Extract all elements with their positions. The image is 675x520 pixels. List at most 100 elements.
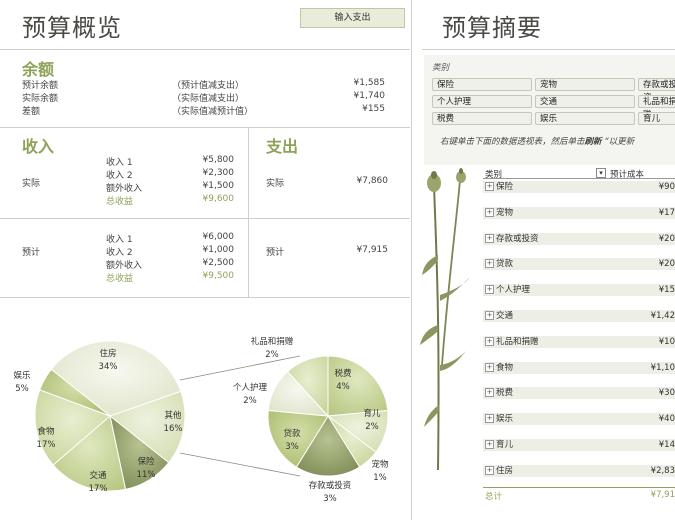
pie-slice — [295, 415, 361, 477]
pie-slice — [267, 409, 329, 468]
expense-heading: 支出 — [266, 137, 299, 156]
pivot-header-rule — [483, 178, 675, 179]
pivot-row[interactable]: + 个人护理 ¥15 — [483, 284, 675, 297]
pie-slice-label: 住房 — [99, 348, 116, 359]
pie-slice — [50, 340, 182, 417]
pivot-row[interactable]: + 育儿 ¥14 — [483, 439, 675, 451]
pie-slice-pct: 4% — [336, 382, 350, 392]
expand-icon[interactable]: + — [485, 233, 494, 243]
pivot-row-value: ¥30 — [658, 388, 675, 399]
pie-slice-label: 食物 — [37, 426, 55, 437]
income-actual-label: 实际 — [22, 179, 41, 189]
plant-illustration — [420, 168, 470, 471]
pivot-row[interactable]: + 贷款 ¥20 — [483, 258, 675, 271]
pie-slice — [286, 355, 329, 418]
pivot-col-category: 类别 — [485, 170, 503, 180]
income-item-value: ¥1,000 — [202, 245, 235, 255]
balance-row-value: ¥1,585 — [353, 78, 386, 88]
pivot-row[interactable]: + 宠物 ¥17 — [483, 206, 675, 219]
pie-slice-pct: 17% — [37, 440, 56, 450]
divider — [0, 127, 410, 128]
expand-icon[interactable]: + — [485, 465, 494, 475]
balance-row-note: （实际值减预计值） — [172, 107, 254, 117]
balance-row-label: 实际余额 — [22, 94, 59, 104]
expand-icon[interactable]: + — [485, 388, 494, 398]
expand-icon[interactable]: + — [485, 285, 494, 295]
expand-icon[interactable]: + — [485, 414, 494, 424]
pivot-row-value: ¥20 — [658, 259, 675, 270]
slicer-item-personal-care[interactable]: 个人护理 — [432, 95, 532, 108]
pivot-row-label: 育儿 — [496, 440, 514, 450]
income-item-label: 收入 1 — [106, 158, 133, 168]
slicer-item-transport[interactable]: 交通 — [535, 95, 635, 108]
pivot-row-label: 贷款 — [496, 259, 514, 270]
refresh-hint-emph: 刷新 — [584, 137, 602, 147]
slicer-item-pets[interactable]: 宠物 — [535, 78, 635, 91]
expense-actual-value: ¥7,860 — [356, 176, 389, 186]
slicer-item-taxes[interactable]: 税费 — [432, 112, 532, 125]
pie-slice-pct: 17% — [89, 484, 108, 494]
pivot-row-label: 礼品和捐赠 — [496, 336, 539, 347]
pivot-row-label: 住房 — [496, 465, 514, 476]
pivot-row[interactable]: + 食物 ¥1,10 — [483, 361, 675, 374]
pivot-row-label: 宠物 — [496, 207, 514, 218]
pie-connector-line — [179, 355, 301, 381]
balance-row-note: （实际值减支出） — [172, 94, 245, 104]
expand-icon[interactable]: + — [485, 182, 494, 191]
pivot-row[interactable]: + 交通 ¥1,42 — [483, 310, 675, 322]
income-item-label: 收入 2 — [106, 171, 133, 181]
pie-slice-label: 税费 — [334, 368, 352, 379]
pivot-row-label: 食物 — [496, 362, 514, 373]
pie-slice-label: 宠物 — [371, 459, 389, 470]
balance-row-value: ¥155 — [362, 104, 385, 114]
divider — [0, 218, 410, 219]
divider — [422, 49, 675, 50]
pivot-row[interactable]: + 存款或投资 ¥20 — [483, 232, 675, 245]
pivot-row[interactable]: + 保险 ¥90 — [483, 181, 675, 193]
expand-icon[interactable]: + — [485, 336, 494, 346]
income-total-value: ¥9,600 — [202, 194, 235, 204]
expand-icon[interactable]: + — [485, 311, 494, 320]
pivot-row-label: 税费 — [496, 388, 514, 399]
pie-slice-pct: 2% — [265, 350, 279, 360]
pie-slice-label: 礼品和捐赠 — [251, 336, 294, 347]
pie-slice-label: 其他 — [164, 410, 182, 421]
refresh-hint: 右键单击下面的数据透视表，然后单击刷新 “以更新 — [440, 137, 635, 147]
pivot-row[interactable]: + 税费 ¥30 — [483, 387, 675, 400]
pie-slice-pct: 3% — [323, 494, 337, 504]
expense-projected-label: 预计 — [266, 248, 285, 258]
expand-icon[interactable]: + — [485, 362, 494, 372]
expense-actual-label: 实际 — [266, 179, 285, 189]
balance-row-note: （预计值减支出） — [172, 81, 245, 91]
pivot-row-value: ¥10 — [658, 336, 675, 347]
income-total-value: ¥9,500 — [202, 271, 235, 281]
pivot-row[interactable]: + 礼品和捐赠 ¥10 — [483, 335, 675, 348]
pivot-col-cost: 预计成本 — [610, 170, 645, 180]
income-item-value: ¥2,500 — [202, 258, 235, 268]
pie-slice — [34, 389, 111, 466]
expand-icon[interactable]: + — [485, 207, 494, 217]
pivot-row-value: ¥15 — [658, 285, 675, 296]
pivot-row[interactable]: + 住房 ¥2,83 — [483, 464, 675, 477]
input-expense-button[interactable]: 输入支出 — [300, 8, 405, 28]
pivot-row-value: ¥40 — [658, 414, 675, 425]
pivot-row[interactable]: + 娱乐 ¥40 — [483, 413, 675, 426]
slicer-item-insurance[interactable]: 保险 — [432, 78, 532, 91]
pivot-row-label: 保险 — [496, 182, 514, 192]
slicer-item-childcare[interactable]: 育儿 — [638, 112, 675, 125]
slicer-item-gifts[interactable]: 礼品和捐赠 — [638, 95, 675, 120]
pivot-filter-dropdown-icon[interactable]: ▾ — [596, 168, 606, 178]
pie-slice — [108, 390, 186, 464]
expand-icon[interactable]: + — [485, 440, 494, 449]
pivot-row-label: 交通 — [496, 311, 514, 321]
pivot-row-value: ¥1,42 — [650, 311, 675, 321]
pivot-row-value: ¥14 — [658, 440, 675, 450]
pivot-total-label: 总计 — [485, 492, 503, 502]
income-projected-label: 预计 — [22, 248, 41, 258]
pivot-row-value: ¥17 — [658, 207, 675, 218]
pie-connector-line — [179, 452, 301, 477]
slicer-item-savings[interactable]: 存款或投资 — [638, 78, 675, 103]
divider — [0, 49, 410, 50]
slicer-item-entertainment[interactable]: 娱乐 — [535, 112, 635, 125]
expand-icon[interactable]: + — [485, 259, 494, 269]
